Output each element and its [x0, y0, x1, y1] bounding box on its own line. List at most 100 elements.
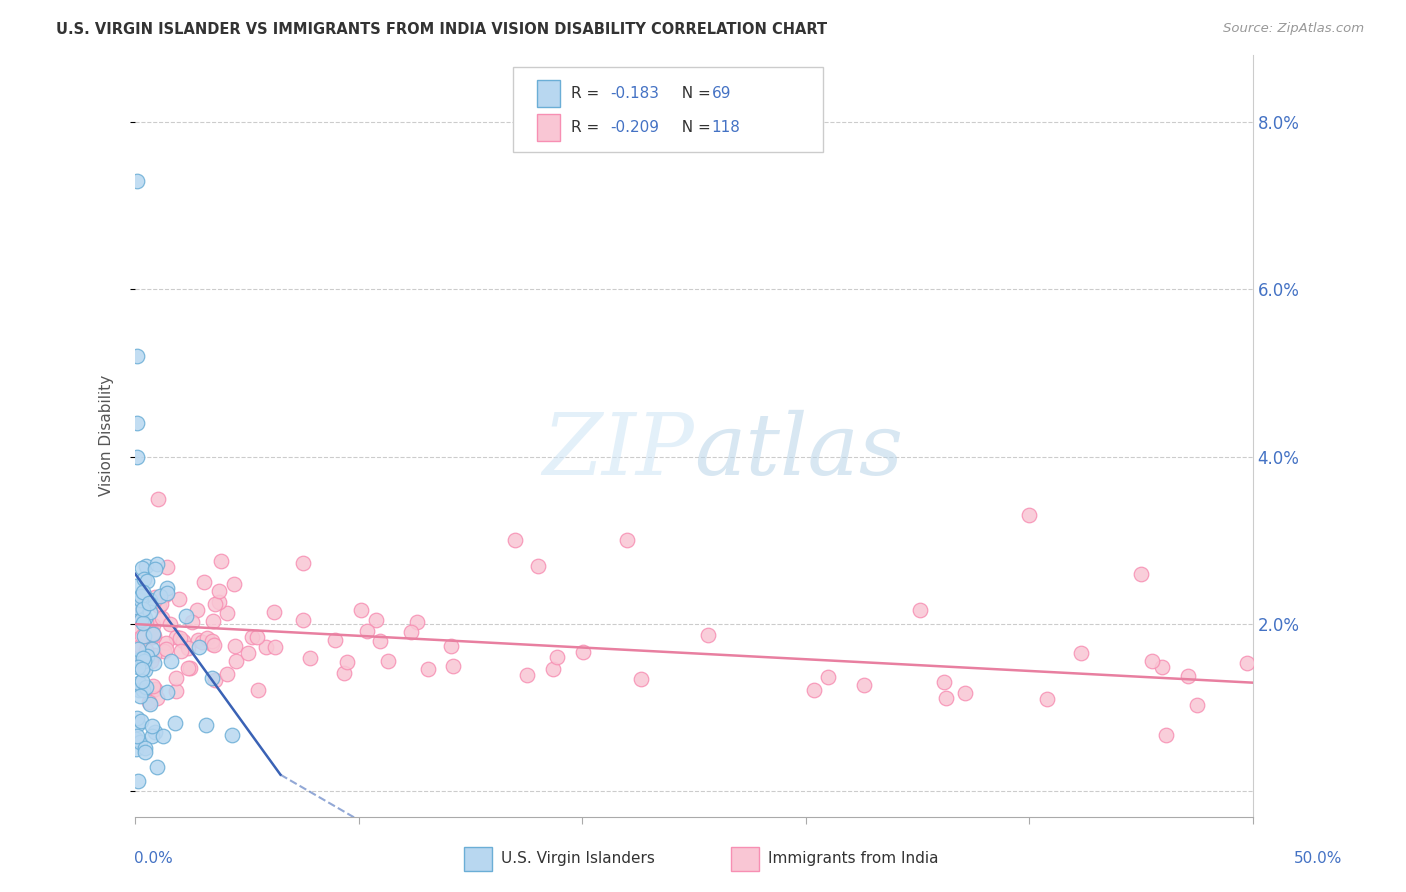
Point	[165, 716, 187, 731]
Text: atlas: atlas	[695, 409, 903, 492]
Point	[143, 593, 166, 607]
Point	[146, 760, 169, 774]
Point	[127, 711, 149, 725]
Point	[127, 717, 149, 731]
Point	[208, 595, 231, 609]
Point	[401, 625, 423, 640]
Point	[132, 683, 155, 698]
Point	[134, 659, 156, 673]
Point	[131, 714, 153, 729]
Point	[291, 556, 314, 570]
Text: U.S. Virgin Islanders: U.S. Virgin Islanders	[501, 851, 654, 865]
Point	[142, 627, 165, 641]
Point	[148, 599, 170, 614]
Point	[803, 683, 825, 698]
Point	[1130, 566, 1153, 581]
Text: 118: 118	[711, 120, 741, 135]
Point	[572, 645, 595, 659]
Point	[129, 589, 152, 603]
Point	[209, 553, 232, 567]
Point	[143, 562, 166, 576]
Point	[418, 662, 440, 676]
Text: 69: 69	[711, 87, 731, 101]
Point	[141, 631, 163, 645]
Text: 50.0%: 50.0%	[1295, 851, 1343, 865]
Point	[139, 654, 162, 668]
Point	[128, 676, 150, 690]
Point	[129, 735, 152, 749]
Text: ZIP: ZIP	[543, 409, 695, 492]
Point	[135, 680, 157, 694]
Point	[177, 641, 200, 656]
Point	[236, 646, 259, 660]
Point	[125, 742, 148, 756]
Text: N =: N =	[672, 87, 716, 101]
Point	[246, 630, 269, 644]
Point	[179, 661, 201, 675]
Point	[1177, 669, 1199, 683]
Point	[129, 607, 152, 621]
Point	[616, 533, 638, 548]
Point	[138, 695, 160, 709]
Point	[215, 667, 238, 681]
Point	[177, 661, 200, 675]
Point	[134, 629, 156, 643]
Point	[134, 663, 156, 677]
Point	[298, 650, 321, 665]
Point	[131, 592, 153, 607]
Point	[127, 450, 149, 464]
Point	[128, 605, 150, 619]
Text: Immigrants from India: Immigrants from India	[768, 851, 938, 865]
Point	[503, 533, 526, 548]
Point	[516, 667, 538, 681]
Point	[153, 644, 176, 658]
Point	[366, 613, 388, 627]
Point	[139, 593, 162, 607]
Point	[131, 662, 153, 676]
Point	[225, 655, 247, 669]
Point	[405, 615, 427, 629]
Point	[1070, 646, 1092, 660]
Point	[153, 588, 176, 602]
Point	[127, 643, 149, 657]
Point	[165, 630, 187, 644]
Point	[131, 673, 153, 688]
Point	[441, 658, 464, 673]
Point	[201, 671, 224, 685]
Point	[141, 729, 163, 743]
Point	[128, 651, 150, 665]
Point	[146, 491, 169, 506]
Point	[165, 684, 187, 698]
Point	[135, 615, 157, 629]
Point	[141, 625, 163, 640]
Point	[134, 655, 156, 669]
Point	[141, 641, 163, 656]
Point	[129, 599, 152, 613]
Point	[142, 679, 165, 693]
Point	[132, 651, 155, 665]
Point	[142, 628, 165, 642]
Point	[128, 643, 150, 657]
Point	[169, 631, 191, 645]
Point	[200, 637, 222, 651]
Point	[146, 557, 169, 571]
Point	[908, 603, 931, 617]
Point	[142, 657, 165, 671]
Point	[1154, 728, 1177, 742]
Point	[155, 642, 177, 657]
Point	[129, 640, 152, 654]
Point	[143, 629, 166, 643]
Point	[217, 606, 239, 620]
Point	[323, 632, 346, 647]
Point	[132, 590, 155, 604]
Point	[127, 660, 149, 674]
Text: 0.0%: 0.0%	[134, 851, 173, 865]
Point	[131, 584, 153, 599]
Point	[136, 649, 159, 664]
Point	[440, 639, 463, 653]
Point	[202, 638, 225, 652]
Point	[1036, 692, 1059, 706]
Point	[132, 606, 155, 620]
Point	[127, 648, 149, 663]
Point	[221, 728, 243, 742]
